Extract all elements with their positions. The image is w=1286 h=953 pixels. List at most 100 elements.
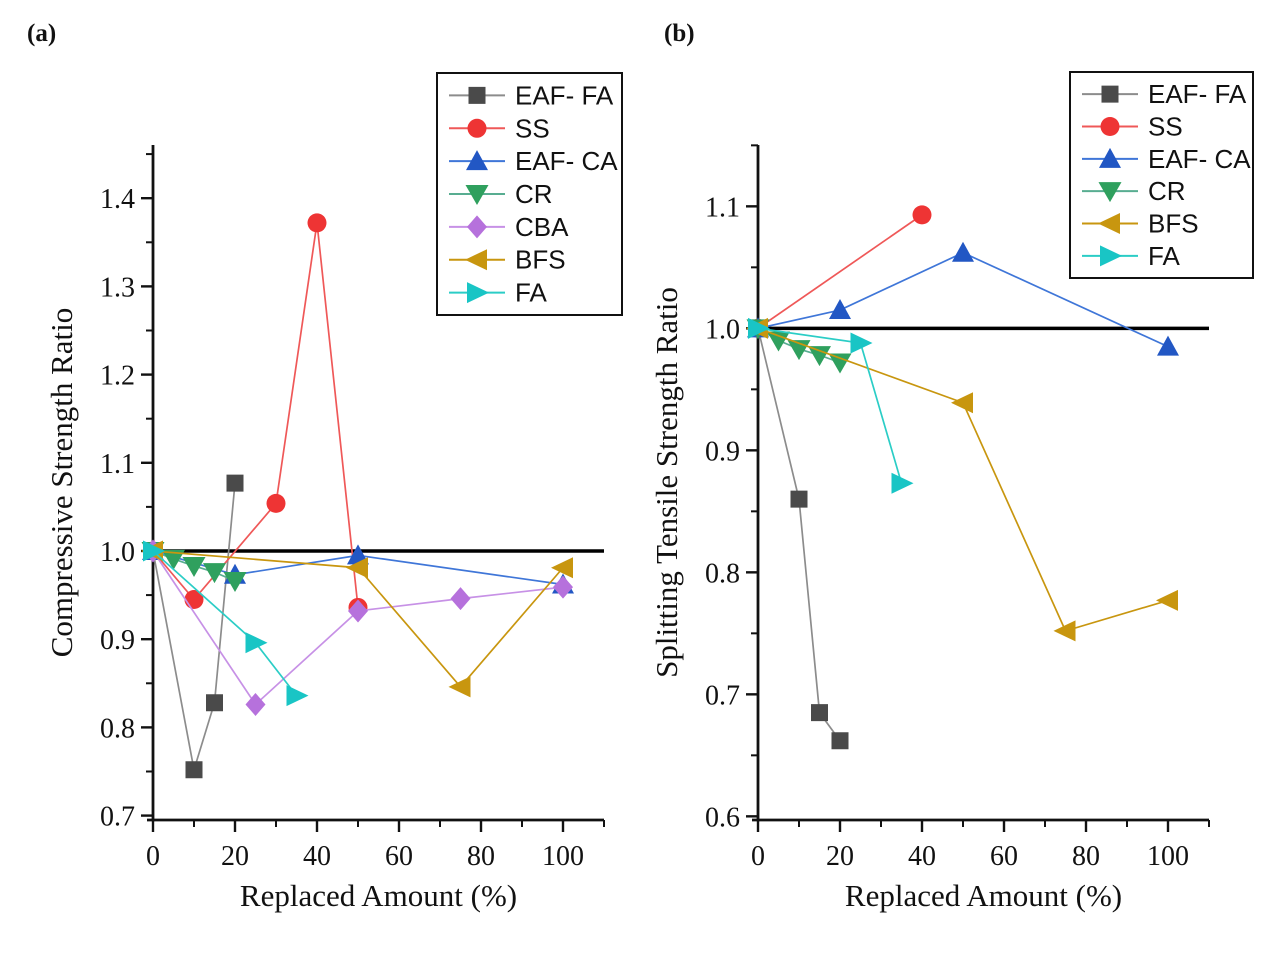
FA-marker xyxy=(850,332,873,354)
CR-marker xyxy=(767,331,790,352)
panel-b: 0 20 40 60 80 100 0.6 0.7 0.8 0.9 1.0 1.1 Replaced A… xyxy=(649,71,1254,913)
BFS-marker xyxy=(346,557,368,579)
legend-label: EAF- CA xyxy=(1148,144,1251,174)
BFS-marker xyxy=(951,392,973,414)
x-tick-label: 40 xyxy=(908,841,936,872)
y-tick-label: 0.9 xyxy=(705,436,740,467)
legend-label: BFS xyxy=(515,245,566,275)
legend-item-CR: CR xyxy=(449,179,553,209)
series-line xyxy=(152,482,236,770)
legend-marker xyxy=(468,86,486,104)
FA-marker xyxy=(748,317,770,339)
legend-item-FA: FA xyxy=(449,278,547,308)
legend-marker xyxy=(465,249,487,271)
legend-item-EAF-FA: EAF- FA xyxy=(449,80,614,110)
legend-item-CR: CR xyxy=(1082,176,1186,206)
SS-marker xyxy=(912,205,932,225)
legend-label: FA xyxy=(515,278,547,308)
legend-marker xyxy=(465,185,489,205)
x-tick-label: 60 xyxy=(385,841,413,872)
x-axis-title: Replaced Amount (%) xyxy=(845,878,1122,913)
CBA-marker xyxy=(553,575,573,599)
y-axis-title: Compressive Strength Ratio xyxy=(44,308,79,658)
EAF-CA-marker xyxy=(1157,335,1179,356)
legend-item-EAF-CA: EAF- CA xyxy=(1082,144,1251,174)
y-tick-label: 0.7 xyxy=(100,802,135,833)
EAF-FA-marker xyxy=(790,490,808,508)
x-tick-label: 40 xyxy=(303,841,331,872)
series-FA xyxy=(748,317,914,494)
BFS-marker xyxy=(1156,589,1178,611)
legend-label: CR xyxy=(1148,176,1186,206)
FA-marker xyxy=(143,540,165,562)
y-axis-title: Splitting Tensile Strength Ratio xyxy=(649,287,684,678)
legend-item-EAF-CA: EAF- CA xyxy=(449,146,618,176)
legend-item-CBA: CBA xyxy=(449,212,569,242)
CR-marker xyxy=(182,556,206,577)
CR-marker xyxy=(828,353,852,374)
panel-a: 0 20 40 60 80 100 0.7 0.8 0.9 1.0 1.1 1.2 1.3 1.4 Repl… xyxy=(44,72,623,913)
EAF-FA-marker xyxy=(811,704,828,722)
panel-b-label: (b) xyxy=(664,20,695,47)
legend-label: CBA xyxy=(515,212,569,242)
series-FA xyxy=(143,540,309,707)
x-tick-label: 100 xyxy=(1147,841,1189,872)
SS-marker xyxy=(266,493,286,513)
legend-label: SS xyxy=(1148,112,1183,142)
legend-label: SS xyxy=(515,113,550,143)
EAF-FA-marker xyxy=(831,732,849,750)
CR-marker xyxy=(223,571,247,592)
x-tick-label: 80 xyxy=(467,841,495,872)
series-EAF-FA xyxy=(749,319,849,750)
EAF-CA-marker xyxy=(829,299,851,320)
x-tick-label: 80 xyxy=(1072,841,1100,872)
y-tick-label: 0.6 xyxy=(705,802,740,833)
series-CBA xyxy=(143,539,573,716)
x-tick-label: 0 xyxy=(751,841,765,872)
legend-item-SS: SS xyxy=(1082,112,1183,142)
FA-marker xyxy=(286,685,309,707)
y-tick-label: 0.9 xyxy=(100,625,135,656)
CBA-marker xyxy=(348,599,368,623)
CR-marker xyxy=(203,563,226,584)
legend-marker xyxy=(467,282,489,304)
x-tick-label: 20 xyxy=(826,841,854,872)
legend-item-EAF-FA: EAF- FA xyxy=(1082,79,1247,109)
y-tick-label: 1.1 xyxy=(100,449,135,480)
legend-box xyxy=(1069,71,1254,279)
x-tick-label: 20 xyxy=(221,841,249,872)
series-BFS xyxy=(746,317,1178,642)
series-line xyxy=(757,327,1169,632)
x-tick-label: 60 xyxy=(990,841,1018,872)
legend-label: FA xyxy=(1148,241,1180,271)
BFS-marker xyxy=(551,557,573,579)
series-line xyxy=(757,327,903,484)
legend-marker xyxy=(1098,182,1122,203)
y-tick-label: 1.3 xyxy=(100,272,135,303)
SS-marker xyxy=(307,213,327,233)
y-tick-label: 1.2 xyxy=(100,361,135,392)
legend-label: EAF- FA xyxy=(1148,79,1247,109)
x-tick-label: 100 xyxy=(542,841,584,872)
legend-marker xyxy=(1100,117,1120,136)
EAF-FA-marker xyxy=(185,761,203,779)
legend-item-FA: FA xyxy=(1082,241,1180,271)
y-tick-label: 0.7 xyxy=(705,680,740,711)
x-tick-label: 0 xyxy=(146,841,160,872)
legend-marker xyxy=(1098,213,1120,234)
EAF-FA-marker xyxy=(226,474,244,492)
legend-marker xyxy=(1100,245,1122,267)
CR-marker xyxy=(808,346,831,367)
series-line xyxy=(757,214,923,330)
BFS-marker xyxy=(448,676,471,698)
BFS-marker xyxy=(1053,620,1076,642)
EAF-CA-marker xyxy=(952,241,974,262)
y-tick-label: 0.8 xyxy=(100,713,135,744)
y-tick-label: 1.0 xyxy=(705,314,740,345)
legend-marker xyxy=(467,215,487,239)
x-axis-title: Replaced Amount (%) xyxy=(240,878,517,913)
legend-label: EAF- CA xyxy=(515,146,618,176)
